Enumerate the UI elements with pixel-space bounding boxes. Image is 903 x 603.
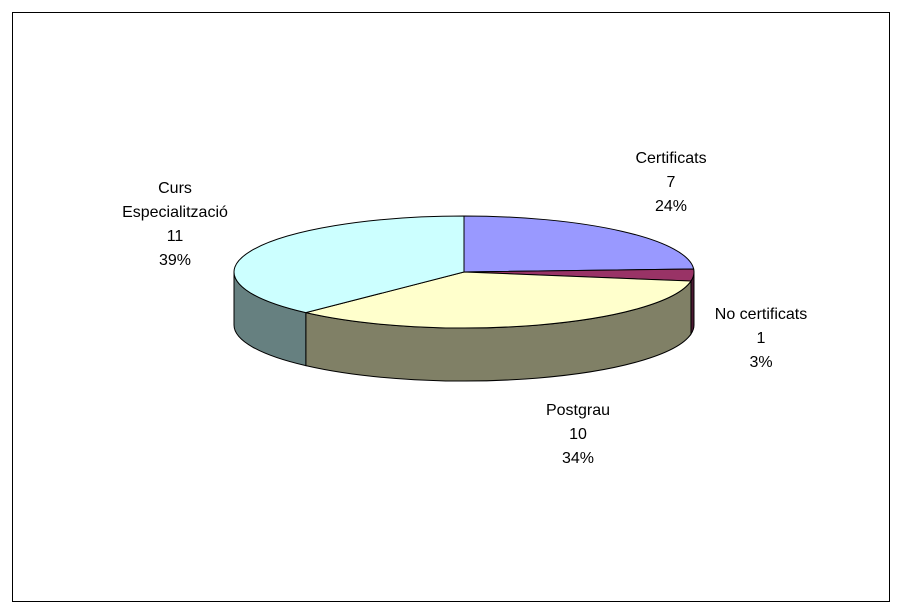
chart-area: Certificats 7 24% No certificats 1 3% Postgrau…: [12, 12, 890, 602]
data-label-line: 39%: [159, 252, 191, 269]
data-label-line: 1: [757, 330, 766, 347]
data-label-line: 7: [667, 174, 676, 191]
data-label-line: Curs: [158, 180, 192, 197]
pie-slice-curs-especialitzaci: [233, 215, 465, 314]
data-label-line: 24%: [655, 198, 687, 215]
data-label-line: No certificats: [715, 306, 807, 323]
data-label-line: Especialització: [122, 204, 228, 221]
data-label-line: 10: [569, 426, 587, 443]
data-label-line: 3%: [749, 354, 772, 371]
data-label-certificats: Certificats 7 24%: [635, 150, 706, 215]
pie-slice-postgrau: [305, 271, 692, 329]
pie-slice-certificats: [463, 215, 695, 273]
data-label-curs-especialitzaci: Curs Especialització 11 39%: [122, 180, 228, 269]
data-label-line: Certificats: [635, 150, 706, 167]
data-label-line: 11: [167, 228, 184, 245]
data-label-no-certificats: No certificats 1 3%: [715, 306, 807, 371]
data-label-line: 34%: [562, 450, 594, 467]
data-label-line: Postgrau: [546, 402, 610, 419]
data-label-postgrau: Postgrau 10 34%: [546, 402, 610, 467]
pie-chart: Certificats 7 24% No certificats 1 3% Postgrau…: [122, 150, 807, 467]
